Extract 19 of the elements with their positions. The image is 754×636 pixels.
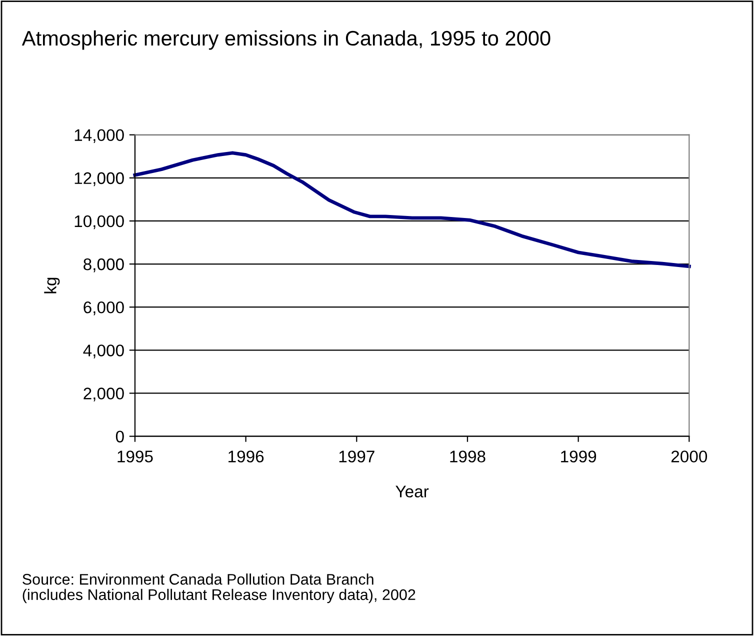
source-note: Source: Environment Canada Pollution Data Branch (includes National Pollutant Release Inventory data), 2002 [22,574,416,604]
y-tick-label: 6,000 [84,302,124,316]
x-tick-label: 1996 [228,450,264,462]
y-tick-label: 2,000 [84,388,124,402]
x-tick-label: 1995 [118,450,153,462]
chart-title: Atmospheric mercury emissions in Canada, 1995 to 2000 [22,30,550,50]
x-tick-label: 1998 [450,450,486,462]
y-axis-title: kg [44,278,60,294]
y-tick-label: 14,000 [74,129,124,144]
x-tick-label: 1997 [339,450,374,462]
y-tick-label: 0 [116,430,124,442]
line-series [133,151,691,268]
y-tick-label: 4,000 [83,344,124,358]
y-tick-label: 10,000 [74,215,124,230]
x-axis-title: Year [396,486,429,498]
x-tick-label: 1999 [561,450,596,462]
y-tick-label: 12,000 [74,172,124,186]
y-tick-label: 8,000 [84,258,124,272]
x-tick-label: 2000 [671,450,708,462]
